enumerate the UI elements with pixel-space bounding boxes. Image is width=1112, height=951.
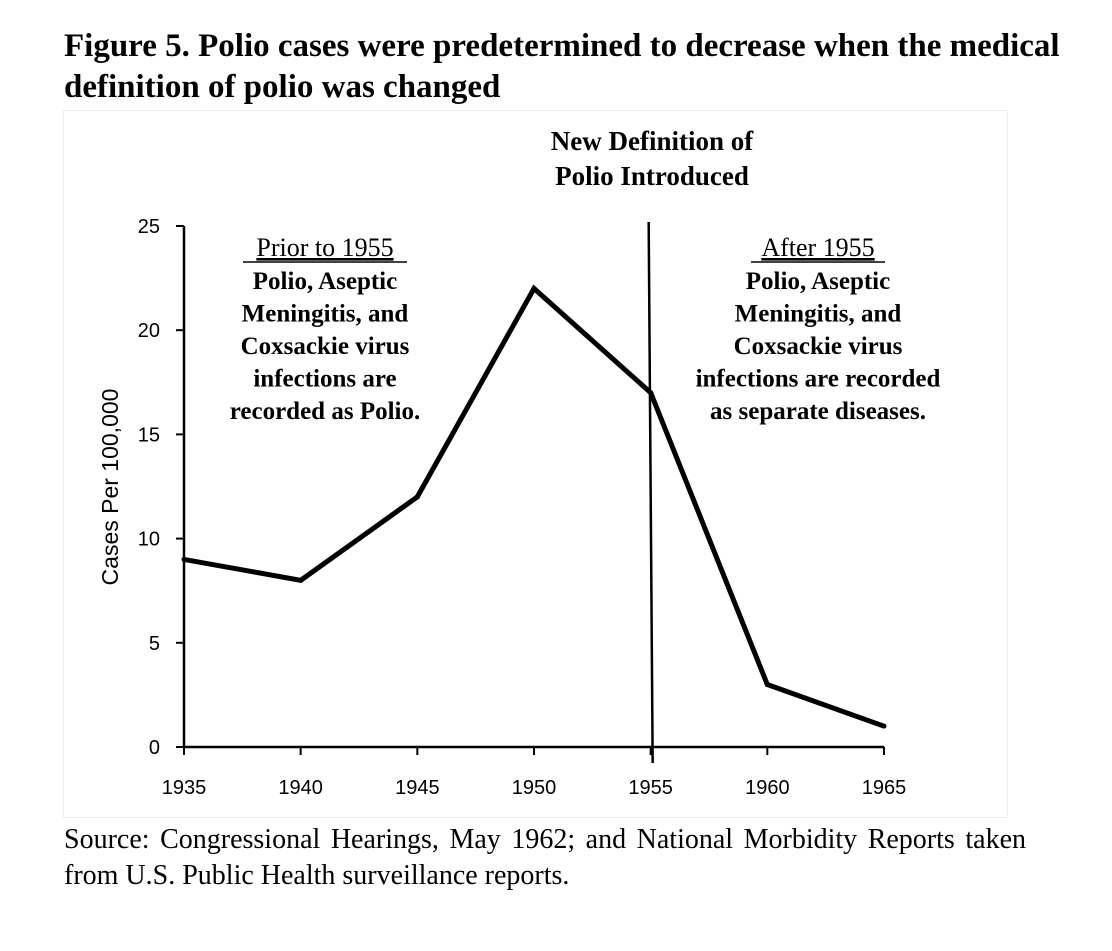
data-point	[531, 286, 537, 292]
y-tick-label: 0	[149, 737, 160, 759]
x-tick-label: 1965	[862, 777, 907, 799]
figure-title: Figure 5. Polio cases were predetermined…	[64, 28, 1060, 105]
left-annotation-line: recorded as Polio.	[230, 398, 420, 425]
x-tick-label: 1950	[512, 777, 557, 799]
right-annotation-line: Meningitis, and	[735, 301, 902, 328]
data-point	[414, 494, 420, 500]
data-point	[298, 577, 304, 583]
left-annotation-line: Polio, Aseptic	[253, 268, 397, 295]
left-annotation-line: Coxsackie virus	[241, 333, 410, 360]
right-annotation-line: Polio, Aseptic	[746, 268, 890, 295]
right-annotation-line: infections are recorded	[696, 366, 941, 393]
x-tick-label: 1945	[395, 777, 440, 799]
y-tick-label: 20	[138, 320, 160, 342]
x-tick-label: 1955	[628, 777, 673, 799]
right-annotation-line: Coxsackie virus	[734, 333, 903, 360]
y-tick-label: 25	[138, 216, 160, 238]
data-point	[881, 723, 887, 729]
annotations: New Definition of Polio Introduced Prior t…	[230, 126, 941, 764]
left-annotation-line: Meningitis, and	[242, 301, 409, 328]
data-point	[181, 556, 187, 562]
definition-change-line	[647, 221, 654, 764]
series	[181, 284, 887, 729]
right-annotation-heading: After 1955	[761, 233, 874, 262]
x-tick-label: 1960	[745, 777, 790, 799]
left-annotation-heading: Prior to 1955	[256, 233, 393, 262]
data-point	[648, 390, 654, 396]
divider-label-line: Polio Introduced	[555, 161, 749, 191]
y-tick-label: 10	[138, 529, 160, 551]
y-tick-label: 15	[138, 424, 160, 446]
divider-label-line: New Definition of	[551, 126, 754, 156]
y-tick-label: 5	[149, 633, 160, 655]
data-point	[764, 681, 770, 687]
x-tick-label: 1940	[278, 777, 323, 799]
right-annotation-line: as separate diseases.	[710, 398, 926, 425]
y-axis-label: Cases Per 100,000	[97, 389, 123, 586]
left-annotation-line: infections are	[253, 366, 396, 393]
chart-panel	[63, 110, 1008, 818]
x-tick-label: 1935	[162, 777, 207, 799]
source-note: Source: Congressional Hearings, May 1962…	[64, 824, 1026, 891]
axes: 0 5 10 15 20 25 1935 1940 1945 1950 1955 1960 1965 Ca…	[97, 216, 906, 799]
